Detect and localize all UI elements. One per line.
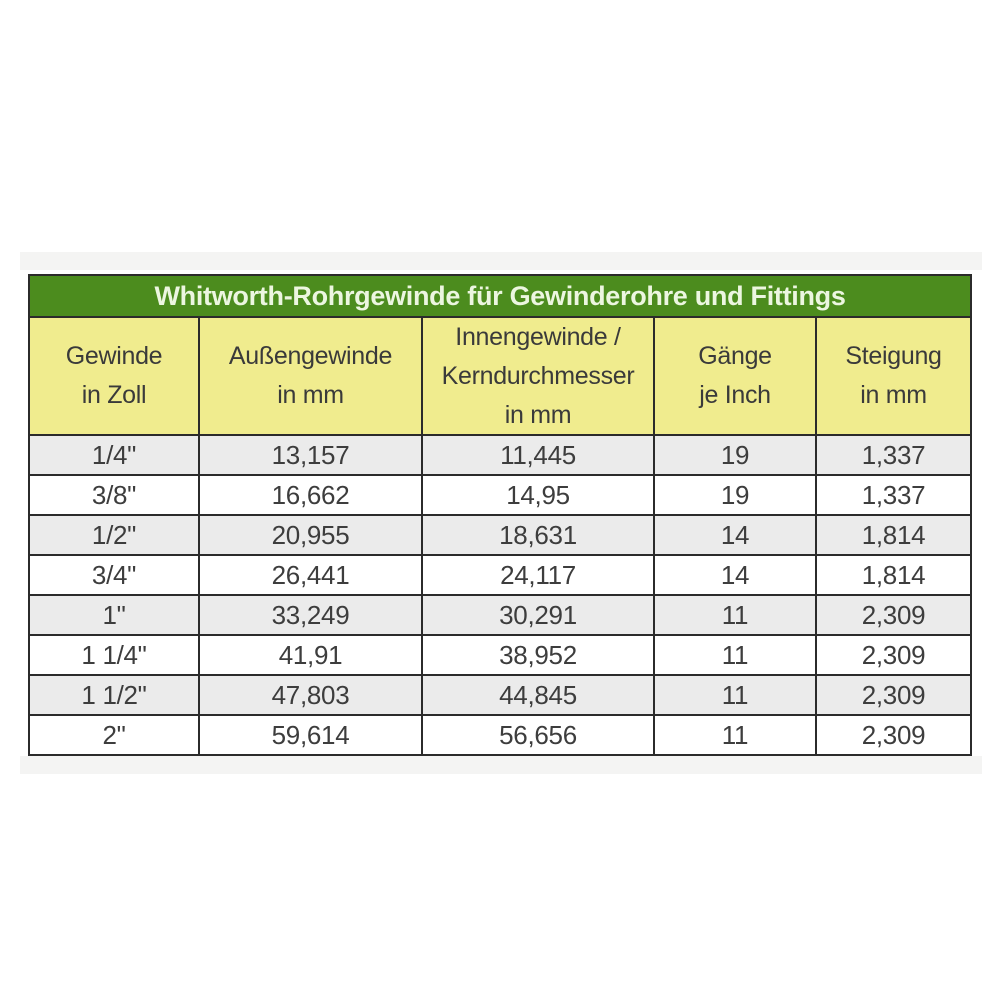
- cell-steigung: 2,309: [814, 634, 973, 677]
- cell-aussengewinde: 20,955: [198, 514, 423, 557]
- cell-gaenge: 11: [653, 634, 817, 677]
- table-row: 2" 59,614 56,656 11 2,309: [28, 714, 973, 757]
- cell-gewinde: 1 1/2": [28, 674, 200, 717]
- cell-aussengewinde: 13,157: [198, 434, 423, 477]
- table-row: 1 1/4" 41,91 38,952 11 2,309: [28, 634, 973, 677]
- cell-steigung: 1,337: [814, 474, 973, 517]
- background-band-bottom: [20, 756, 982, 774]
- cell-gaenge: 14: [653, 554, 817, 597]
- cell-gaenge: 14: [653, 514, 817, 557]
- cell-gaenge: 19: [653, 474, 817, 517]
- cell-aussengewinde: 33,249: [198, 594, 423, 637]
- background-band-top: [20, 252, 982, 270]
- cell-steigung: 1,337: [814, 434, 973, 477]
- cell-innengewinde: 44,845: [421, 674, 655, 717]
- col-header-steigung: Steigung in mm: [814, 315, 973, 437]
- cell-steigung: 2,309: [814, 594, 973, 637]
- table-row: 1/2" 20,955 18,631 14 1,814: [28, 514, 973, 557]
- cell-innengewinde: 56,656: [421, 714, 655, 757]
- cell-gaenge: 11: [653, 714, 817, 757]
- cell-aussengewinde: 26,441: [198, 554, 423, 597]
- cell-gewinde: 1/2": [28, 514, 200, 557]
- cell-innengewinde: 14,95: [421, 474, 655, 517]
- whitworth-thread-table: Whitworth-Rohrgewinde für Gewinderohre u…: [27, 274, 973, 757]
- col-header-gaenge: Gänge je Inch: [653, 315, 817, 437]
- table-row: 1 1/2" 47,803 44,845 11 2,309: [28, 674, 973, 717]
- cell-innengewinde: 18,631: [421, 514, 655, 557]
- cell-gewinde: 1": [28, 594, 200, 637]
- cell-gewinde: 1 1/4": [28, 634, 200, 677]
- cell-steigung: 1,814: [814, 514, 973, 557]
- cell-gewinde: 3/4": [28, 554, 200, 597]
- table-row: 1/4" 13,157 11,445 19 1,337: [28, 434, 973, 477]
- cell-innengewinde: 38,952: [421, 634, 655, 677]
- cell-gewinde: 1/4": [28, 434, 200, 477]
- cell-gaenge: 11: [653, 594, 817, 637]
- table-title-row: Whitworth-Rohrgewinde für Gewinderohre u…: [27, 274, 973, 318]
- cell-gaenge: 19: [653, 434, 817, 477]
- col-header-innengewinde: Innengewinde / Kerndurchmesser in mm: [421, 315, 655, 437]
- cell-steigung: 1,814: [814, 554, 973, 597]
- col-header-aussengewinde: Außengewinde in mm: [198, 315, 423, 437]
- table-row: 1" 33,249 30,291 11 2,309: [28, 594, 973, 637]
- cell-aussengewinde: 16,662: [198, 474, 423, 517]
- cell-gaenge: 11: [653, 674, 817, 717]
- cell-aussengewinde: 41,91: [198, 634, 423, 677]
- table-row: 3/4" 26,441 24,117 14 1,814: [28, 554, 973, 597]
- cell-aussengewinde: 47,803: [198, 674, 423, 717]
- cell-steigung: 2,309: [814, 714, 973, 757]
- table-row: 3/8" 16,662 14,95 19 1,337: [28, 474, 973, 517]
- cell-aussengewinde: 59,614: [198, 714, 423, 757]
- cell-steigung: 2,309: [814, 674, 973, 717]
- cell-innengewinde: 30,291: [421, 594, 655, 637]
- cell-innengewinde: 11,445: [421, 434, 655, 477]
- col-header-gewinde-in-zoll: Gewinde in Zoll: [28, 315, 200, 437]
- cell-gewinde: 3/8": [28, 474, 200, 517]
- cell-innengewinde: 24,117: [421, 554, 655, 597]
- table-title: Whitworth-Rohrgewinde für Gewinderohre u…: [27, 274, 973, 318]
- column-header-row: Gewinde in Zoll Außengewinde in mm Innen…: [28, 315, 973, 437]
- cell-gewinde: 2": [28, 714, 200, 757]
